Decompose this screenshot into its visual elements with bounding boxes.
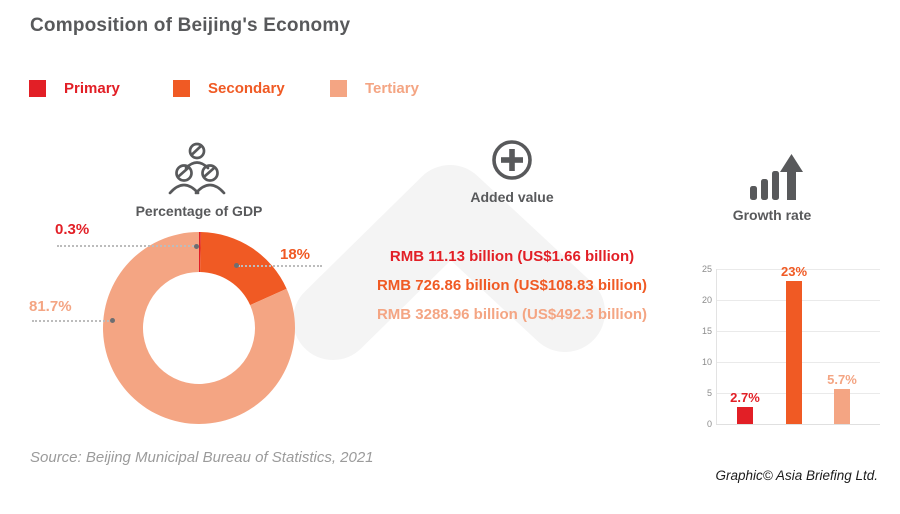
source-note: Source: Beijing Municipal Bureau of Stat… bbox=[30, 449, 374, 466]
legend-swatch-secondary bbox=[173, 80, 190, 97]
donut-slice-secondary bbox=[200, 232, 287, 306]
donut-slice-primary bbox=[199, 232, 201, 273]
leader-dot-primary bbox=[194, 244, 199, 249]
donut-callout-tertiary: 81.7% bbox=[29, 298, 72, 315]
legend-item-primary: Primary bbox=[29, 80, 120, 97]
y-axis-line bbox=[716, 269, 717, 424]
added-value-list: RMB 11.13 billion (US$1.66 billion) RMB … bbox=[362, 242, 662, 329]
y-axis-tick-5: 5 bbox=[706, 388, 712, 398]
gridline-0 bbox=[716, 424, 880, 425]
gdp-donut-chart bbox=[103, 232, 296, 424]
y-axis-tick-25: 25 bbox=[701, 264, 712, 274]
added-value-secondary: RMB 726.86 billion (US$108.83 billion) bbox=[376, 277, 648, 294]
leader-dot-tertiary bbox=[110, 318, 115, 323]
growth-bar-value-secondary: 23% bbox=[780, 264, 808, 280]
y-axis-tick-15: 15 bbox=[701, 326, 712, 336]
people-group-icon bbox=[168, 142, 226, 195]
donut-callout-primary: 0.3% bbox=[55, 221, 90, 238]
gdp-section-header: Percentage of GDP bbox=[135, 203, 263, 219]
growth-bar-value-tertiary: 5.7% bbox=[827, 371, 857, 387]
legend-item-secondary: Secondary bbox=[173, 80, 285, 97]
legend-swatch-primary bbox=[29, 80, 46, 97]
added-value-section-header: Added value bbox=[470, 189, 554, 205]
added-value-tertiary: RMB 3288.96 billion (US$492.3 billion) bbox=[376, 306, 648, 323]
legend-label-tertiary: Tertiary bbox=[365, 80, 419, 97]
asia-briefing-watermark-icon bbox=[293, 165, 605, 360]
leader-line-primary bbox=[57, 245, 197, 247]
page-title: Composition of Beijing's Economy bbox=[30, 15, 351, 36]
donut-callout-secondary: 18% bbox=[280, 246, 311, 263]
growth-section-header: Growth rate bbox=[732, 207, 812, 223]
legend-label-secondary: Secondary bbox=[208, 80, 285, 97]
growth-bar-chart: 0 5 10 15 20 25 2.7% 23% 5.7% bbox=[690, 260, 890, 435]
added-value-primary: RMB 11.13 billion (US$1.66 billion) bbox=[389, 248, 635, 265]
donut-slice-tertiary bbox=[103, 232, 296, 424]
growth-bar-secondary bbox=[786, 281, 802, 424]
leader-dot-secondary bbox=[234, 263, 239, 268]
leader-line-tertiary bbox=[32, 320, 112, 322]
plus-circle-icon bbox=[492, 140, 532, 180]
y-axis-tick-20: 20 bbox=[701, 295, 712, 305]
y-axis-tick-10: 10 bbox=[701, 357, 712, 367]
growth-bar-value-primary: 2.7% bbox=[730, 390, 760, 406]
legend-item-tertiary: Tertiary bbox=[330, 80, 419, 97]
credit-note: Graphic© Asia Briefing Ltd. bbox=[715, 468, 878, 483]
gridline-25 bbox=[716, 269, 880, 270]
y-axis-tick-0: 0 bbox=[706, 419, 712, 429]
growth-bar-primary bbox=[737, 407, 753, 424]
growth-bar-tertiary bbox=[834, 388, 850, 424]
rising-bars-arrow-icon bbox=[750, 154, 803, 200]
leader-line-secondary bbox=[238, 265, 322, 267]
legend-swatch-tertiary bbox=[330, 80, 347, 97]
legend-label-primary: Primary bbox=[64, 80, 120, 97]
